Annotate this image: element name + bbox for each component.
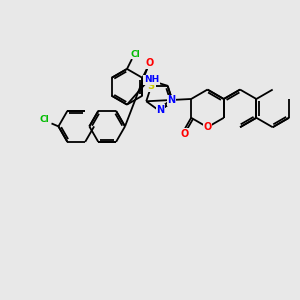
- Text: O: O: [203, 122, 211, 132]
- Text: O: O: [145, 58, 154, 68]
- Text: O: O: [180, 129, 188, 139]
- Text: Cl: Cl: [130, 50, 140, 58]
- Text: NH: NH: [144, 75, 159, 84]
- Text: N: N: [156, 105, 164, 115]
- Text: S: S: [148, 81, 155, 91]
- Text: N: N: [168, 95, 176, 105]
- Text: Cl: Cl: [40, 115, 50, 124]
